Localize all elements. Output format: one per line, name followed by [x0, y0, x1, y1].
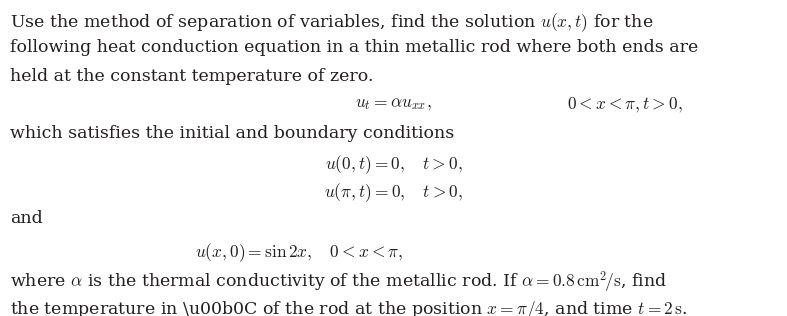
Text: where $\alpha$ is the thermal conductivity of the metallic rod. If $\alpha = 0.8: where $\alpha$ is the thermal conductivi… [10, 270, 667, 295]
Text: and: and [10, 210, 43, 227]
Text: Use the method of separation of variables, find the solution $u(x, t)$ for the: Use the method of separation of variable… [10, 11, 654, 34]
Text: $u(x, 0) = \sin 2x, \quad 0 < x < \pi,$: $u(x, 0) = \sin 2x, \quad 0 < x < \pi,$ [195, 242, 403, 264]
Text: which satisfies the initial and boundary conditions: which satisfies the initial and boundary… [10, 125, 454, 142]
Text: held at the constant temperature of zero.: held at the constant temperature of zero… [10, 68, 374, 85]
Text: $u_t = \alpha u_{xx},$: $u_t = \alpha u_{xx},$ [355, 96, 432, 113]
Text: the temperature in \u00b0C of the rod at the position $x = \pi/4$, and time $t =: the temperature in \u00b0C of the rod at… [10, 299, 688, 316]
Text: $0 < x < \pi, t > 0,$: $0 < x < \pi, t > 0,$ [567, 96, 682, 115]
Text: $u(\pi, t) = 0, \quad t > 0,$: $u(\pi, t) = 0, \quad t > 0,$ [324, 182, 463, 204]
Text: $u(0, t) = 0, \quad t > 0,$: $u(0, t) = 0, \quad t > 0,$ [325, 153, 462, 176]
Text: following heat conduction equation in a thin metallic rod where both ends are: following heat conduction equation in a … [10, 40, 699, 57]
